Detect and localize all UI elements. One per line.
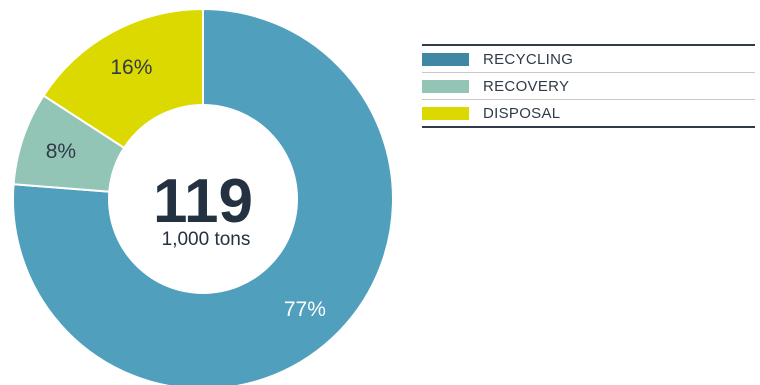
legend-label-recovery: RECOVERY — [483, 77, 570, 95]
center-total-value: 119 — [153, 167, 253, 236]
slice-label-disposal: 16% — [110, 56, 152, 79]
legend-item-recycling: RECYCLING — [422, 46, 755, 72]
slice-label-recycling: 77% — [284, 298, 326, 321]
legend-swatch-recycling — [422, 52, 469, 66]
legend-top-rule — [422, 44, 755, 46]
chart-legend: RECYCLING RECOVERY DISPOSAL — [422, 44, 755, 128]
slice-labels: 77% 8% 16% — [46, 56, 326, 321]
slice-label-recovery: 8% — [46, 140, 76, 163]
legend-item-disposal: DISPOSAL — [422, 100, 755, 126]
legend-divider — [422, 72, 755, 73]
legend-label-recycling: RECYCLING — [483, 50, 574, 68]
center-unit-label: 1,000 tons — [162, 229, 251, 250]
legend-swatch-disposal — [422, 106, 469, 120]
legend-item-recovery: RECOVERY — [422, 73, 755, 99]
donut-hole — [108, 104, 298, 294]
legend-bottom-rule — [422, 126, 755, 128]
legend-swatch-recovery — [422, 79, 469, 93]
legend-divider — [422, 99, 755, 100]
legend-label-disposal: DISPOSAL — [483, 104, 561, 122]
